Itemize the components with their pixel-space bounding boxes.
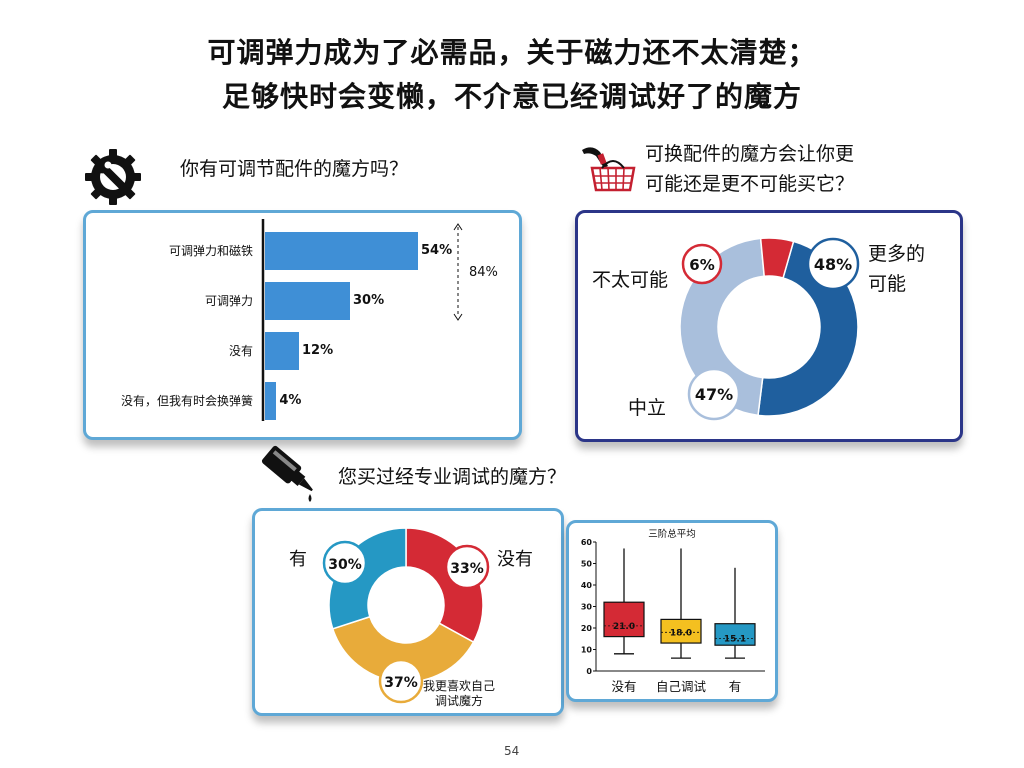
box-median-label: 18.0 [670,628,692,638]
y-tick-label: 30 [581,603,593,612]
svg-text:37%: 37% [384,675,418,691]
q3-question: 您买过经专业调试的魔方？ [338,466,567,488]
page-title-line1: 可调弹力成为了必需品，关于磁力还不太清楚； [207,36,817,69]
q2-question-line1: 可换配件的魔方会让你更 [645,143,855,165]
donut-value-badge: 30% [322,540,368,586]
donut-panel-1: 48% 47% 6% 不太可能 更多的 可能 中立 [575,210,963,442]
box-median-label: 21.0 [613,622,635,632]
donut2-label-self: 我更喜欢自己 调试魔方 [423,679,495,709]
bar-chart-axis [261,219,463,421]
donut2-label-self-line2: 调试魔方 [435,694,484,708]
donut-panel-2: 33% 37% 30% 有 没有 我更喜欢自己 调试魔方 [252,508,564,716]
donut-chart-2: 33% 37% 30% [322,527,490,704]
bar-value-label: 30% [353,293,385,308]
donut1-label-unlikely: 不太可能 [592,269,669,291]
y-tick-label: 50 [581,560,593,569]
donut-slice-2 [328,527,407,630]
y-tick-label: 10 [581,646,593,655]
bar-chart-panel: 可调弹力和磁铁 54% 可调弹力 30% 没有 12% 没有，但我有时会换弹簧 4% 84% [83,210,522,440]
box-category-label: 有 [729,679,742,694]
donut-value-badge: 47% [687,367,741,421]
bar-category-label: 没有，但我有时会换弹簧 [120,394,253,408]
box-plot-panel: 三阶总平均 0 10 20 30 40 50 60 21.0 没有 18.0 自己调试 15.1 有 [566,520,778,702]
bar-annotation: 84% [469,265,498,280]
box-median-label: 15.1 [724,635,746,645]
y-tick-label: 60 [581,538,593,547]
bar-category-label: 可调弹力和磁铁 [168,244,253,258]
bar-value-label: 54% [421,243,453,258]
bar-0 [265,232,418,270]
bar-value-label: 12% [302,343,334,358]
bar-value-label: 4% [279,393,302,408]
y-tick-label: 40 [581,581,593,590]
box-plot-title: 三阶总平均 [648,528,696,540]
donut-value-badge: 37% [378,658,424,704]
y-tick-label: 0 [586,667,592,676]
donut-value-badge: 33% [444,544,490,590]
svg-text:30%: 30% [328,557,362,573]
box-category-label: 自己调试 [656,679,707,694]
donut-value-badge: 6% [681,243,723,285]
bar-category-label: 没有 [228,344,253,358]
donut2-label-no: 没有 [497,549,533,570]
bar-3 [265,382,277,420]
svg-text:33%: 33% [450,561,484,577]
donut1-label-more: 更多的 可能 [868,239,925,299]
svg-text:6%: 6% [689,256,714,274]
page-number: 54 [504,744,520,758]
donut2-label-self-line1: 我更喜欢自己 [423,679,496,693]
donut1-label-neutral: 中立 [628,397,667,419]
page-title-line2: 足够快时会变懒，不介意已经调试好了的魔方 [221,80,802,113]
shopping-basket-icon [578,142,636,194]
lube-bottle-icon [244,438,326,504]
gear-wrench-icon [82,146,144,208]
donut-slice-2 [759,237,795,279]
box-category-label: 没有 [611,679,636,694]
box-plot-chart: 三阶总平均 0 10 20 30 40 50 60 21.0 没有 18.0 自己调试 15.1 有 [581,528,765,694]
q1-question: 你有可调节配件的魔方吗？ [180,158,409,180]
q2-question-line2: 可能还是更不可能买它？ [645,173,855,195]
donut-slice-1 [331,615,475,683]
svg-text:48%: 48% [814,255,852,274]
donut1-label-more-line1: 更多的 [868,243,926,265]
bar-category-label: 可调弹力 [204,294,253,308]
donut-chart-1: 48% 47% 6% [679,237,860,421]
bar-2 [265,332,299,370]
box-0 [603,548,645,655]
donut-value-badge: 48% [806,237,860,291]
box-2 [714,567,756,659]
donut2-label-yes: 有 [289,549,307,570]
svg-text:47%: 47% [695,385,733,404]
donut1-label-more-line2: 可能 [868,273,907,295]
y-tick-label: 20 [581,624,593,633]
bar-1 [265,282,350,320]
box-1 [660,548,702,659]
